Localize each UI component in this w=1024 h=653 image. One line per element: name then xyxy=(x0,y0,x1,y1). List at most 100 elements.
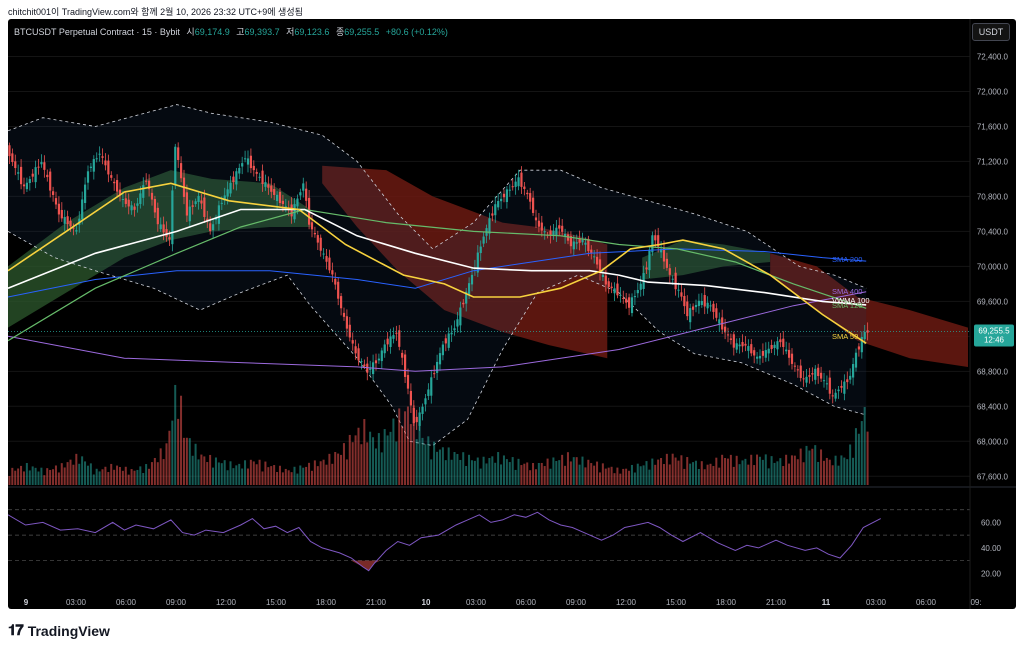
time-tick-label: 03:00 xyxy=(866,598,887,607)
volume-bar xyxy=(60,463,63,485)
candle-body xyxy=(153,198,157,213)
candle-body xyxy=(840,385,843,388)
volume-bar xyxy=(267,467,270,485)
volume-bar xyxy=(689,463,692,485)
candle-body xyxy=(206,218,209,221)
volume-bar xyxy=(593,465,596,485)
volume-bar xyxy=(130,469,133,485)
volume-bar xyxy=(596,461,599,485)
candle-body xyxy=(345,316,349,329)
volume-bar xyxy=(558,460,561,485)
candle-body xyxy=(290,204,293,217)
volume-bar xyxy=(366,442,369,485)
currency-button[interactable]: USDT xyxy=(972,23,1010,41)
volume-bar xyxy=(287,470,290,485)
volume-bar xyxy=(616,467,619,485)
candle-body xyxy=(22,184,26,187)
candle-body xyxy=(66,216,69,225)
candle-body xyxy=(226,189,229,197)
candle-body xyxy=(17,172,20,174)
volume-bar xyxy=(398,408,401,485)
candle-body xyxy=(360,361,363,363)
volume-bar xyxy=(92,474,95,485)
candle-body xyxy=(168,237,171,240)
volume-bar xyxy=(49,469,52,485)
volume-bar xyxy=(491,456,494,485)
price-tick-label: 68,800.0 xyxy=(977,367,1009,376)
volume-bar xyxy=(328,453,331,485)
candle-body xyxy=(825,383,829,385)
indicator-label: SMA 400 xyxy=(832,287,862,296)
candle-body xyxy=(604,275,607,285)
volume-bar xyxy=(793,455,796,485)
volume-bar xyxy=(534,469,537,485)
volume-bar xyxy=(142,472,145,485)
chart-frame[interactable]: 72,400.0 72,000.0 71,600.0 71,200.0 70,800.0… xyxy=(8,19,1016,609)
candle-body xyxy=(555,227,558,236)
volume-bar xyxy=(468,454,471,485)
volume-bar xyxy=(360,444,363,485)
volume-bar xyxy=(729,454,732,485)
candle-body xyxy=(75,230,78,232)
candle-body xyxy=(857,346,861,350)
candle-body xyxy=(758,355,762,359)
volume-bar xyxy=(668,464,671,485)
candle-body xyxy=(575,242,578,244)
volume-bar xyxy=(34,467,37,485)
volume-bar xyxy=(217,462,220,485)
price-tick-label: 67,600.0 xyxy=(977,472,1009,481)
volume-bar xyxy=(22,471,25,485)
volume-bar xyxy=(374,448,377,485)
volume-bar xyxy=(590,463,593,485)
candle-body xyxy=(531,197,535,213)
candle-body xyxy=(43,162,46,170)
volume-bar xyxy=(180,395,183,485)
volume-bar xyxy=(805,445,808,485)
volume-bar xyxy=(214,457,217,485)
volume-bar xyxy=(57,472,60,485)
candle-body xyxy=(587,238,590,252)
volume-bar xyxy=(11,467,14,485)
volume-bar xyxy=(427,436,430,485)
volume-bar xyxy=(482,456,485,485)
volume-bar xyxy=(852,457,855,485)
candle-body xyxy=(470,274,474,285)
volume-bar xyxy=(340,454,343,485)
candle-body xyxy=(177,147,180,161)
candle-body xyxy=(171,190,174,245)
volume-bar xyxy=(404,411,407,485)
chart-canvas[interactable]: 72,400.0 72,000.0 71,600.0 71,200.0 70,800.0… xyxy=(8,19,1016,609)
volume-bar xyxy=(369,431,372,485)
volume-bar xyxy=(171,420,174,485)
volume-bar xyxy=(587,459,590,485)
candle-body xyxy=(433,373,436,375)
candle-body xyxy=(802,378,805,380)
candle-body xyxy=(310,222,314,230)
indicator-label: SMA 50 xyxy=(832,332,858,341)
volume-bar xyxy=(692,462,695,485)
candle-body xyxy=(633,296,637,298)
volume-bar xyxy=(543,466,546,485)
volume-bar xyxy=(758,456,761,485)
volume-bar xyxy=(511,457,514,485)
candle-body xyxy=(456,319,459,327)
candle-body xyxy=(622,297,625,299)
candle-body xyxy=(235,171,238,185)
candle-body xyxy=(147,180,151,190)
time-tick-label: 15:00 xyxy=(666,598,687,607)
volume-bar xyxy=(43,475,46,485)
candle-body xyxy=(63,216,66,224)
volume-bar xyxy=(497,452,500,485)
volume-bar xyxy=(438,449,441,485)
candle-body xyxy=(450,332,453,335)
volume-bar xyxy=(671,453,674,485)
candle-body xyxy=(750,344,753,354)
volume-bar xyxy=(241,468,244,485)
candle-body xyxy=(270,185,273,192)
candle-body xyxy=(238,167,241,174)
volume-bar xyxy=(25,463,28,485)
volume-bar xyxy=(857,433,860,485)
candle-body xyxy=(817,367,820,377)
candle-body xyxy=(354,346,357,354)
tradingview-brand[interactable]: 𝟏𝟕 TradingView xyxy=(8,622,110,639)
